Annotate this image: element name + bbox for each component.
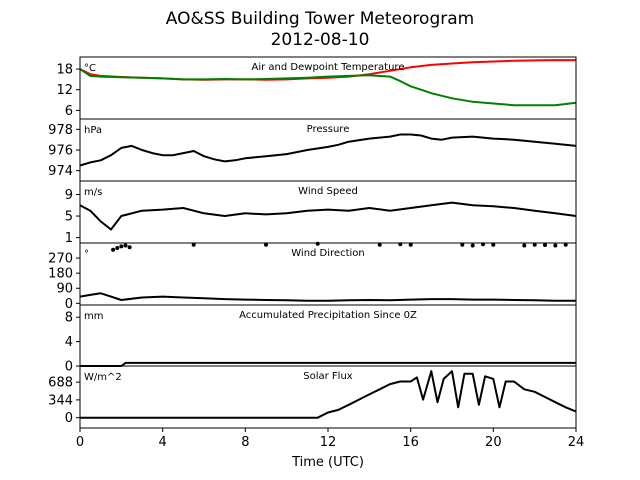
panel-wind_speed: 1 5 9 m/s Wind Speed xyxy=(65,180,577,246)
data-point xyxy=(460,242,465,247)
data-point xyxy=(377,242,382,247)
wind_direction-panel-title: Wind Direction xyxy=(291,248,365,259)
panel-pressure: 974 976 978 hPa Pressure xyxy=(48,118,577,182)
data-point xyxy=(111,247,116,252)
data-point xyxy=(115,246,120,250)
wind_speed-series-line-0 xyxy=(79,201,577,231)
data-point xyxy=(532,242,537,247)
chart-title: AO&SS Building Tower Meteorogram xyxy=(166,9,474,29)
chart-subtitle: 2012-08-10 xyxy=(271,30,370,50)
data-point xyxy=(408,242,413,247)
data-point xyxy=(264,242,268,247)
temperature-panel-title: Air and Dewpoint Temperature xyxy=(252,62,405,73)
solar_flux-series-line-0 xyxy=(80,370,577,419)
data-point xyxy=(491,242,496,247)
y-tick-label: 9 xyxy=(65,188,73,203)
x-tick-label: 12 xyxy=(320,435,337,450)
panel-temperature: 6 12 18 °C Air and Dewpoint Temperature xyxy=(56,56,577,120)
y-tick-label: 6 xyxy=(65,104,73,119)
data-point xyxy=(119,244,124,249)
solar_flux-panel-title: Solar Flux xyxy=(303,371,353,382)
precipitation-panel-title: Accumulated Precipitation Since 0Z xyxy=(239,310,417,321)
temperature-series-line-1 xyxy=(79,68,577,107)
y-tick-label: 12 xyxy=(56,83,73,98)
data-point xyxy=(315,241,320,246)
data-point xyxy=(123,243,128,248)
data-point xyxy=(522,243,527,248)
y-tick-label: 0 xyxy=(65,297,73,312)
pressure-series-line-0 xyxy=(79,133,577,167)
temperature-unit-label: °C xyxy=(84,63,96,74)
wind_speed-unit-label: m/s xyxy=(84,187,102,198)
panel-solar_flux: 0 344 688 W/m^2 Solar Flux xyxy=(48,365,577,429)
data-point xyxy=(553,243,558,248)
x-tick-label: 8 xyxy=(241,435,249,450)
panel-precipitation: 0 4 8 mm Accumulated Precipitation Since 0Z xyxy=(65,304,577,375)
x-axis-label: Time (UTC) xyxy=(291,455,364,470)
y-tick-label: 0 xyxy=(65,360,73,375)
y-tick-label: 5 xyxy=(65,210,73,225)
y-tick-label: 18 xyxy=(56,63,73,78)
wind_speed-panel-title: Wind Speed xyxy=(298,186,358,197)
x-tick-label: 4 xyxy=(159,435,167,450)
y-tick-label: 8 xyxy=(65,311,73,326)
pressure-unit-label: hPa xyxy=(84,125,102,136)
x-tick-label: 20 xyxy=(485,435,502,450)
x-axis: 0 4 8 12 16 20 24 xyxy=(76,428,584,450)
data-point xyxy=(191,242,196,247)
data-point xyxy=(563,242,568,247)
y-tick-label: 1 xyxy=(65,231,73,246)
x-tick-label: 16 xyxy=(402,435,419,450)
y-tick-label: 976 xyxy=(48,144,73,159)
y-tick-label: 4 xyxy=(65,335,73,350)
wind_direction-series-line-0 xyxy=(79,292,576,302)
data-point xyxy=(543,243,547,247)
precipitation-unit-label: mm xyxy=(84,311,103,322)
y-tick-label: 344 xyxy=(48,393,73,408)
y-tick-label: 180 xyxy=(48,267,73,282)
y-tick-label: 270 xyxy=(48,252,73,267)
wind_direction-unit-label: ° xyxy=(84,249,89,260)
x-tick-label: 24 xyxy=(568,435,585,450)
y-tick-label: 90 xyxy=(56,282,73,297)
y-tick-label: 0 xyxy=(65,411,73,426)
x-tick-label: 0 xyxy=(76,435,84,450)
y-tick-label: 974 xyxy=(48,164,73,179)
solar_flux-unit-label: W/m^2 xyxy=(84,372,122,383)
data-point xyxy=(127,245,132,250)
pressure-panel-title: Pressure xyxy=(307,124,350,135)
y-tick-label: 978 xyxy=(48,123,73,138)
y-tick-label: 688 xyxy=(48,376,73,391)
data-point xyxy=(470,243,475,248)
